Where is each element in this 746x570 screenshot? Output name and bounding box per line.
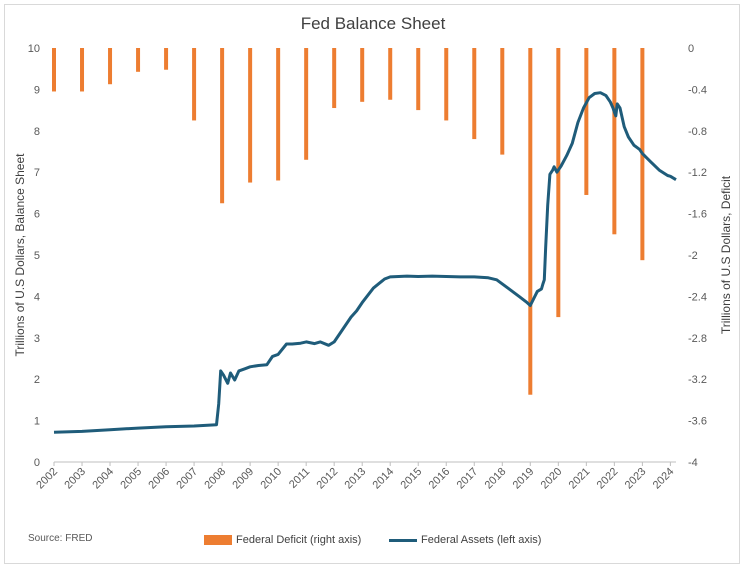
x-tick-label: 2021: [567, 466, 593, 492]
legend-swatch-deficit: [204, 535, 232, 545]
chart-frame: [4, 4, 740, 564]
left-tick-label: 4: [34, 291, 40, 303]
x-tick-label: 2014: [371, 466, 397, 492]
x-tick-label: 2016: [427, 466, 453, 492]
deficit-bar: [528, 48, 533, 395]
x-tick-label: 2007: [174, 466, 200, 492]
deficit-bar: [276, 48, 281, 181]
legend-label-deficit: Federal Deficit (right axis): [236, 534, 362, 546]
deficit-bar: [136, 48, 141, 72]
x-tick-label: 2022: [595, 466, 621, 492]
deficit-bar: [388, 48, 393, 100]
x-tick-label: 2019: [511, 466, 537, 492]
deficit-bar: [248, 48, 253, 183]
deficit-bar: [416, 48, 421, 111]
x-tick-label: 2015: [399, 466, 425, 492]
x-tick-label: 2012: [315, 466, 341, 492]
x-tick-label: 2005: [118, 466, 144, 492]
legend-item-deficit: Federal Deficit (right axis): [204, 534, 361, 546]
chart-title: Fed Balance Sheet: [300, 14, 446, 33]
deficit-bar: [472, 48, 477, 140]
deficit-bar: [360, 48, 365, 102]
left-tick-label: 8: [34, 126, 40, 138]
right-tick-label: -4: [688, 457, 698, 469]
legend-swatch-assets: [389, 538, 417, 542]
deficit-bar: [164, 48, 169, 70]
x-axis-ticks: 2002 2003 2004 2005 2006 2007 2008 2009 2010 2011…: [34, 462, 677, 492]
x-tick-label: 2018: [483, 466, 509, 492]
deficit-bar: [500, 48, 505, 155]
x-tick-label: 2009: [230, 466, 256, 492]
deficit-bar: [304, 48, 309, 160]
right-tick-label: -3.2: [688, 374, 707, 386]
right-axis-ticks: 0 -0.4 -0.8 -1.2 -1.6 -2 -2.4 -2.8 -3.2 -3.6 -4: [688, 43, 707, 469]
right-tick-label: -2.4: [688, 291, 707, 303]
deficit-bar: [192, 48, 197, 121]
x-tick-label: 2008: [202, 466, 228, 492]
left-tick-label: 2: [34, 374, 40, 386]
x-tick-label: 2006: [146, 466, 172, 492]
deficit-bar: [108, 48, 113, 85]
deficit-bar: [332, 48, 337, 109]
right-axis-label: Trillions of U.S Dollars, Deficit: [719, 175, 733, 334]
legend-item-assets: Federal Assets (left axis): [389, 534, 541, 546]
deficit-bar: [52, 48, 56, 92]
x-tick-label: 2003: [62, 466, 88, 492]
right-tick-label: -2: [688, 250, 698, 262]
deficit-bar: [612, 48, 617, 235]
deficit-bar: [80, 48, 85, 92]
deficit-bar: [220, 48, 225, 204]
right-tick-label: -0.8: [688, 126, 707, 138]
x-tick-label: 2004: [90, 466, 116, 492]
right-tick-label: -3.6: [688, 416, 707, 428]
assets-line: [53, 91, 677, 434]
left-tick-label: 10: [28, 43, 40, 55]
left-tick-label: 6: [34, 209, 40, 221]
right-tick-label: -2.8: [688, 333, 707, 345]
left-axis-ticks: 0 1 2 3 4 5 6 7 8 9 10: [28, 43, 40, 469]
x-tick-label: 2002: [34, 466, 60, 492]
left-tick-label: 7: [34, 167, 40, 179]
right-tick-label: 0: [688, 43, 694, 55]
right-tick-label: -1.2: [688, 167, 707, 179]
x-tick-label: 2024: [651, 466, 677, 492]
left-tick-label: 5: [34, 250, 40, 262]
right-tick-label: -1.6: [688, 209, 707, 221]
x-tick-label: 2010: [258, 466, 284, 492]
source-note: Source: FRED: [28, 533, 93, 544]
left-tick-label: 1: [34, 416, 40, 428]
x-tick-label: 2020: [539, 466, 565, 492]
left-axis-label: Trillions of U.S Dollars, Balance Sheet: [13, 153, 27, 357]
deficit-bar: [584, 48, 589, 195]
assets-line-path: [53, 91, 677, 434]
left-tick-label: 9: [34, 84, 40, 96]
x-tick-label: 2013: [343, 466, 369, 492]
x-tick-label: 2023: [623, 466, 649, 492]
x-tick-label: 2017: [455, 466, 481, 492]
x-tick-label: 2011: [287, 466, 312, 491]
deficit-bar: [556, 48, 561, 318]
right-tick-label: -0.4: [688, 84, 707, 96]
left-tick-label: 0: [34, 457, 40, 469]
deficit-bar: [444, 48, 449, 121]
left-tick-label: 3: [34, 333, 40, 345]
deficit-bars: [52, 48, 645, 395]
legend-label-assets: Federal Assets (left axis): [421, 534, 542, 546]
